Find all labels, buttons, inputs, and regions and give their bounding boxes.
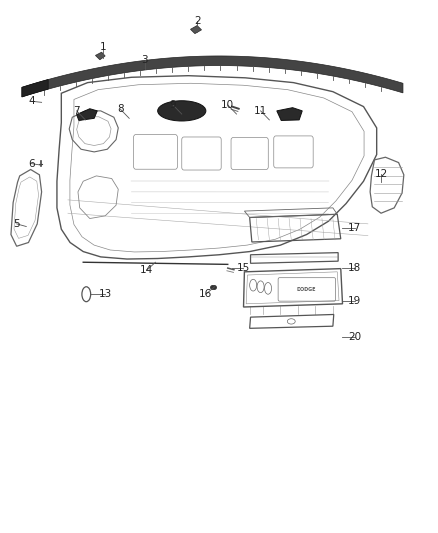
Text: 5: 5: [13, 219, 20, 229]
Text: 12: 12: [374, 169, 388, 179]
Text: 10: 10: [221, 100, 234, 110]
Text: 15: 15: [237, 263, 250, 273]
Text: 7: 7: [73, 106, 80, 116]
Text: 13: 13: [99, 289, 112, 299]
Polygon shape: [22, 79, 48, 97]
Text: 3: 3: [141, 55, 148, 64]
Text: 18: 18: [348, 263, 361, 272]
Polygon shape: [95, 52, 105, 60]
Text: 2: 2: [194, 17, 201, 26]
Text: 20: 20: [348, 332, 361, 342]
Text: 1: 1: [99, 42, 106, 52]
Ellipse shape: [158, 101, 206, 121]
Text: 16: 16: [199, 289, 212, 299]
Text: 4: 4: [28, 96, 35, 106]
Text: 19: 19: [348, 296, 361, 305]
Polygon shape: [191, 26, 201, 34]
Text: 8: 8: [117, 104, 124, 114]
Polygon shape: [22, 56, 403, 97]
Polygon shape: [277, 108, 302, 120]
Text: DODGE: DODGE: [297, 287, 316, 292]
Text: 17: 17: [348, 223, 361, 233]
Text: 14: 14: [140, 265, 153, 275]
Text: 6: 6: [28, 159, 35, 168]
Text: 11: 11: [254, 106, 267, 116]
Text: 9: 9: [170, 100, 177, 110]
Polygon shape: [77, 109, 97, 120]
